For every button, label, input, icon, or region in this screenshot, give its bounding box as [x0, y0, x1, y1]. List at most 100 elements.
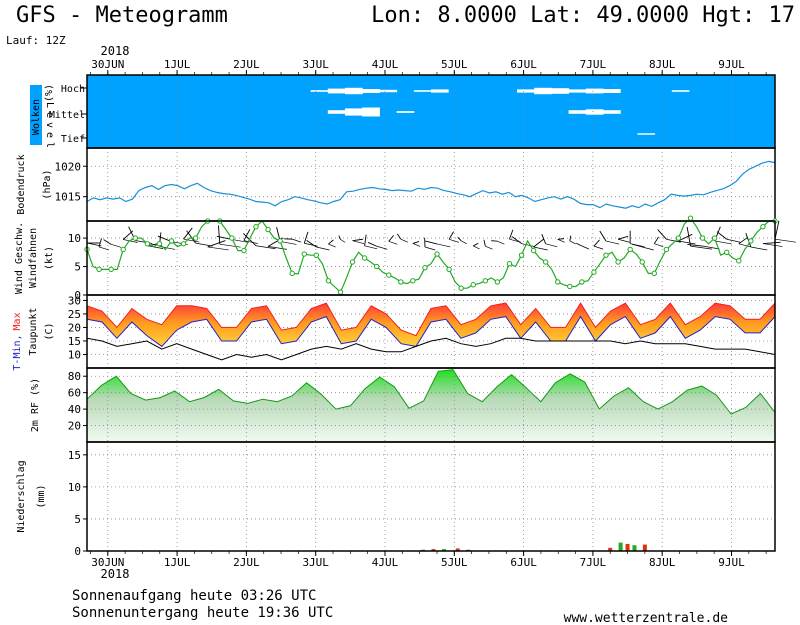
wind-barb	[388, 240, 398, 245]
wind-barb	[367, 242, 377, 247]
date-label-top: 9JUL	[718, 58, 745, 71]
temp-ylabel: T-Min, Max	[12, 312, 23, 370]
wind-speed-point	[579, 279, 585, 285]
precip-ytick-label: 5	[74, 513, 81, 526]
tmin-line	[86, 315, 776, 348]
wind-barb	[599, 230, 607, 242]
wind-barb	[657, 229, 667, 240]
cloud-label-box	[30, 85, 42, 145]
wind-barb	[605, 240, 620, 245]
wind-barb	[497, 240, 505, 245]
cloud-gap-hoch	[551, 88, 570, 94]
wind-speed-point	[277, 238, 283, 244]
cloud-level-label: Tief	[61, 134, 85, 145]
wind-speed-point	[156, 241, 163, 247]
tmin-label: T-Min,	[12, 334, 23, 370]
wind-barb	[364, 245, 378, 250]
wind-barb	[593, 239, 600, 247]
wind-barb	[195, 242, 213, 247]
cloud-gap-hoch	[534, 87, 552, 95]
wind-barb	[511, 236, 522, 244]
wind-barb	[328, 239, 334, 245]
cloud-level-label: Mittel	[49, 110, 85, 121]
wind-barb	[632, 243, 643, 248]
date-label-top: 7JUL	[580, 58, 607, 71]
pressure-ytick-label: 1020	[55, 160, 82, 173]
wind-unit: (kt)	[44, 246, 55, 270]
wind-speed-point	[313, 252, 320, 258]
precip-unit: (mm)	[36, 484, 47, 508]
wind-barb	[473, 242, 479, 247]
wind-speed-point	[639, 259, 645, 265]
wind-barb	[123, 239, 138, 243]
rh-ytick-label: 40	[68, 403, 81, 416]
wind-speed-point	[530, 247, 537, 254]
sunset-text: Sonnenuntergang heute 19:36 UTC	[72, 605, 333, 621]
wind-barb	[98, 246, 110, 251]
website-link[interactable]: www.wetterzentrale.de	[564, 611, 729, 625]
wind-speed-point	[506, 260, 513, 267]
cloud-gap-hoch	[310, 90, 329, 92]
wind-barb	[483, 239, 486, 247]
wind-barb	[449, 238, 460, 243]
cloud-gap-tief	[637, 133, 656, 135]
wind-barb	[304, 242, 318, 247]
pressure-ylabel: Bodendruck	[16, 154, 27, 214]
wind-barb	[509, 229, 514, 240]
wind-barb	[412, 243, 421, 247]
wind-barb	[576, 242, 583, 247]
date-label-top: 30JUN	[91, 58, 124, 71]
wind-frame	[86, 220, 776, 296]
wind-barb	[521, 243, 535, 247]
wind-speed-point	[494, 279, 501, 285]
wind-speed-point	[760, 223, 766, 230]
wind-barb	[111, 244, 122, 248]
wind-barb	[738, 237, 748, 245]
wind-barb	[581, 245, 590, 250]
wind-barb	[461, 240, 467, 245]
wind-barb	[231, 239, 249, 243]
wind-barb	[726, 238, 741, 243]
date-label-bottom: 5JUL	[441, 556, 468, 569]
wind-speed-point	[458, 285, 464, 291]
tmax-label: Max	[12, 312, 23, 330]
wind-barb	[186, 230, 196, 244]
wind-ylabel: Wind Geschw.	[14, 222, 25, 294]
wind-barb	[485, 245, 493, 250]
wind-speed-point	[567, 283, 573, 290]
wind-barb	[338, 235, 341, 240]
cloud-gap-hoch	[362, 89, 380, 93]
pressure-unit: (hPa)	[42, 169, 53, 199]
date-label-top: 4JUL	[372, 58, 399, 71]
wind-barb	[255, 245, 276, 250]
wind-speed-point	[651, 270, 657, 277]
wind-speed-point	[241, 247, 247, 254]
date-label-top: 5JUL	[441, 58, 468, 71]
windfahnen-label: Windfahnen	[28, 228, 39, 288]
wind-speed-point	[361, 255, 368, 261]
pressure-panel: 1015 1020 Bodendruck (hPa)	[16, 147, 776, 222]
wind-barb	[762, 243, 783, 247]
wind-barb	[617, 235, 629, 240]
cloud-gap-hoch	[431, 89, 449, 93]
wind-barb	[425, 240, 438, 245]
wind-barb	[617, 238, 630, 243]
cloud-gap-hoch	[379, 89, 398, 93]
wind-speed-point	[615, 259, 621, 265]
wind-barb	[86, 242, 102, 247]
wind-speed-point	[446, 266, 452, 273]
wind-ytick-label: 0	[74, 289, 81, 302]
wind-barb	[98, 238, 102, 248]
wind-barb	[243, 229, 251, 241]
precip-bar	[632, 545, 637, 551]
date-label-top: 8JUL	[649, 58, 676, 71]
model-run: Lauf: 12Z	[6, 34, 66, 47]
wind-speed-point	[724, 249, 730, 256]
date-label-bottom: 3JUL	[302, 556, 329, 569]
pressure-line	[86, 160, 776, 209]
wind-speed-point	[144, 241, 151, 247]
precip-bar	[642, 544, 647, 551]
cloud-gap-mittel	[585, 109, 604, 115]
wind-speed-point	[289, 270, 295, 277]
